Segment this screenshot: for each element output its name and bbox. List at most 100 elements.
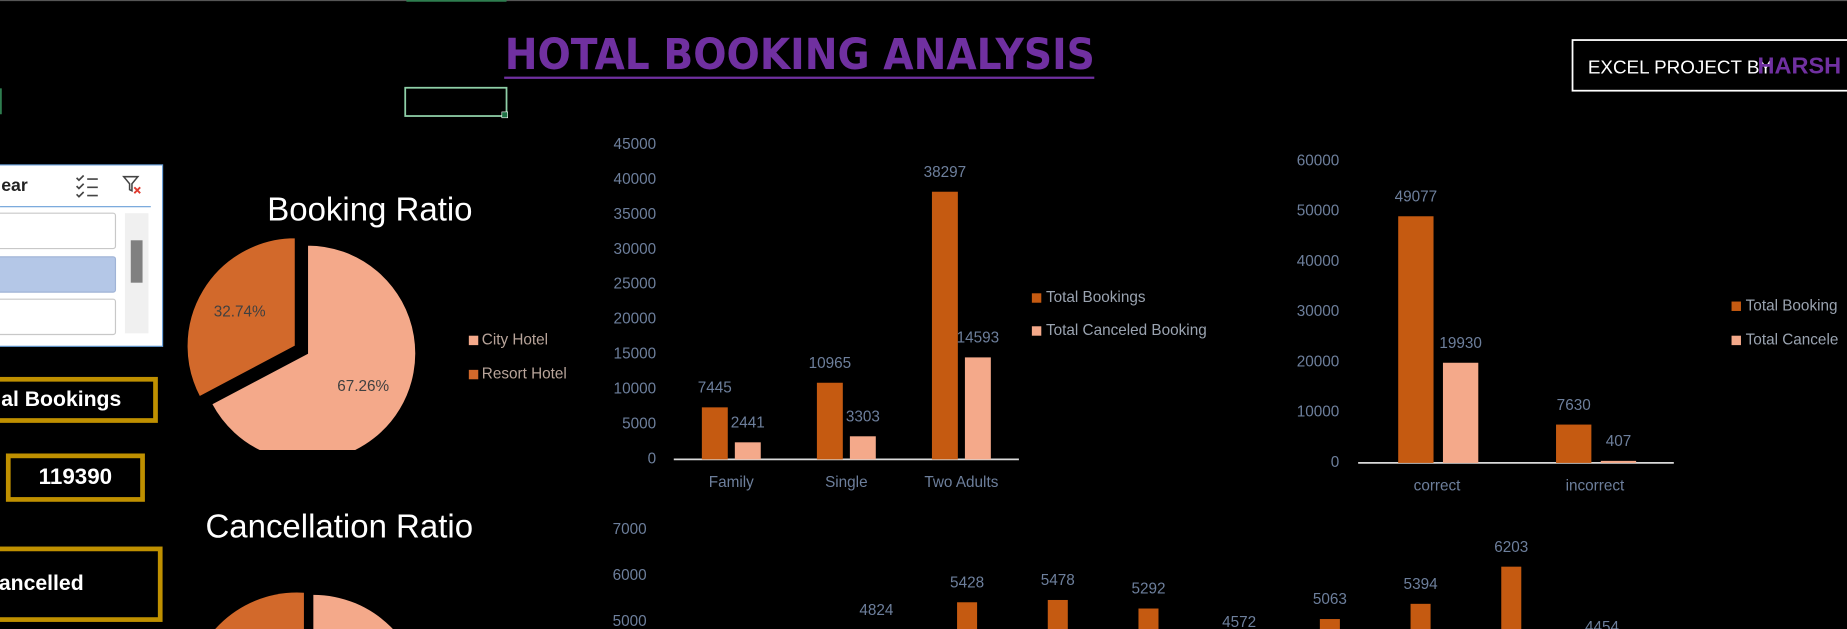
legend-label: City Hotel — [482, 331, 548, 348]
legend-label: Resort Hotel — [482, 366, 567, 383]
bar — [1138, 608, 1159, 629]
legend-swatch — [468, 335, 479, 346]
y-tick-label: 30000 — [1297, 303, 1340, 320]
y-tick-label: 30000 — [614, 241, 657, 258]
scrollbar-thumb[interactable] — [130, 240, 143, 283]
slicer-item-selected[interactable] — [0, 256, 117, 293]
y-tick-label: 50000 — [1297, 203, 1340, 220]
y-tick-label: 45000 — [614, 136, 657, 153]
bar-data-label: 5428 — [950, 574, 984, 591]
x-tick-label: correct — [1414, 478, 1461, 495]
y-tick-label: 40000 — [614, 171, 657, 188]
bar-data-label: 10965 — [809, 355, 852, 372]
bar — [1047, 599, 1068, 629]
bar-data-label: 5394 — [1404, 576, 1439, 593]
bar-data-label: 4824 — [859, 602, 894, 619]
bar-data-label: 2441 — [731, 415, 765, 432]
bar — [734, 442, 761, 460]
credit-box — [1571, 39, 1847, 92]
bar-data-label: 14593 — [957, 330, 1000, 347]
bar — [1319, 619, 1340, 629]
bar-data-label: 7630 — [1557, 397, 1591, 414]
y-tick-label: 10000 — [614, 381, 657, 398]
y-tick-label: 5000 — [622, 415, 656, 432]
y-tick-label: 0 — [648, 450, 657, 467]
bar-data-label: 3303 — [846, 408, 880, 425]
y-tick-label: 25000 — [614, 276, 657, 293]
bar — [1442, 362, 1479, 463]
y-tick-label: 0 — [1331, 454, 1340, 471]
bar-data-label: 49077 — [1395, 188, 1438, 205]
legend-swatch — [1031, 326, 1042, 336]
bar — [964, 357, 991, 460]
legend-swatch — [1731, 301, 1741, 311]
bar-data-label: 6203 — [1494, 539, 1528, 556]
bar — [957, 602, 978, 629]
bar-data-label: 5292 — [1131, 581, 1165, 598]
bar — [701, 407, 728, 460]
pie-slice-shape — [313, 594, 393, 629]
kpi-label: ancelled — [0, 572, 84, 595]
cancellation-pie — [215, 592, 393, 629]
kpi-box — [0, 546, 163, 622]
kpi-box — [0, 376, 158, 423]
kpi-box — [5, 453, 145, 502]
dashboard-title: HOTAL BOOKING ANALYSIS — [505, 30, 1095, 79]
bar — [816, 382, 843, 460]
bar — [1600, 460, 1637, 463]
y-tick-label: 10000 — [1297, 404, 1340, 421]
fill-handle[interactable] — [501, 111, 508, 119]
legend-label: Total Booking — [1746, 297, 1838, 314]
bar-data-label: 7445 — [698, 380, 732, 397]
y-tick-label: 20000 — [614, 311, 657, 328]
credit-text: EXCEL PROJECT BY — [1588, 56, 1773, 77]
clear-filter-icon[interactable] — [122, 175, 141, 194]
slicer-title: ear — [1, 175, 28, 195]
legend-label: Total Canceled Booking — [1046, 322, 1207, 339]
x-tick-label: incorrect — [1566, 478, 1625, 495]
y-tick-label: 6000 — [613, 567, 647, 584]
multi-select-icon[interactable] — [76, 174, 98, 198]
slicer-item[interactable] — [0, 212, 117, 250]
bar-data-label: 5478 — [1041, 572, 1075, 589]
kpi-label: al Bookings — [1, 388, 121, 411]
kpi-value: 119390 — [39, 464, 112, 489]
chart-title: Booking Ratio — [267, 191, 472, 228]
year-slicer[interactable]: ear — [0, 164, 164, 347]
legend-swatch — [468, 369, 479, 380]
pie-slice — [210, 244, 417, 450]
legend-label: Total Bookings — [1046, 289, 1146, 306]
bar — [1398, 216, 1434, 463]
bar-data-label: 4454 — [1585, 619, 1620, 629]
x-tick-label: Family — [709, 474, 754, 491]
bar-data-label: 407 — [1606, 433, 1632, 450]
y-tick-label: 40000 — [1297, 253, 1340, 270]
bar-data-label: 19930 — [1439, 335, 1482, 352]
bar-data-label: 38297 — [924, 164, 967, 181]
bar-data-label: 4572 — [1222, 614, 1256, 629]
x-tick-label: Single — [825, 474, 868, 491]
bar — [1556, 424, 1592, 463]
slicer-item[interactable] — [0, 298, 117, 336]
y-tick-label: 15000 — [614, 346, 657, 363]
pie — [186, 237, 417, 450]
legend-swatch — [1731, 335, 1741, 346]
bar-data-label: 5063 — [1313, 591, 1347, 608]
bar — [931, 191, 958, 460]
x-tick-label: Two Adults — [924, 474, 998, 491]
y-tick-label: 20000 — [1297, 353, 1340, 370]
pie-slice — [186, 237, 296, 398]
pie-slice-shape — [215, 592, 304, 629]
bar — [1501, 566, 1522, 629]
pie-data-label: 67.26% — [337, 378, 389, 395]
bar — [849, 436, 876, 460]
chart-title: Cancellation Ratio — [205, 508, 473, 545]
legend-swatch — [1031, 293, 1042, 303]
legend-label: Total Cancele — [1746, 331, 1839, 348]
credit-author: HARSH — [1757, 52, 1841, 78]
bar — [1410, 603, 1431, 629]
selected-cell[interactable] — [404, 86, 508, 117]
y-tick-label: 35000 — [614, 206, 657, 223]
